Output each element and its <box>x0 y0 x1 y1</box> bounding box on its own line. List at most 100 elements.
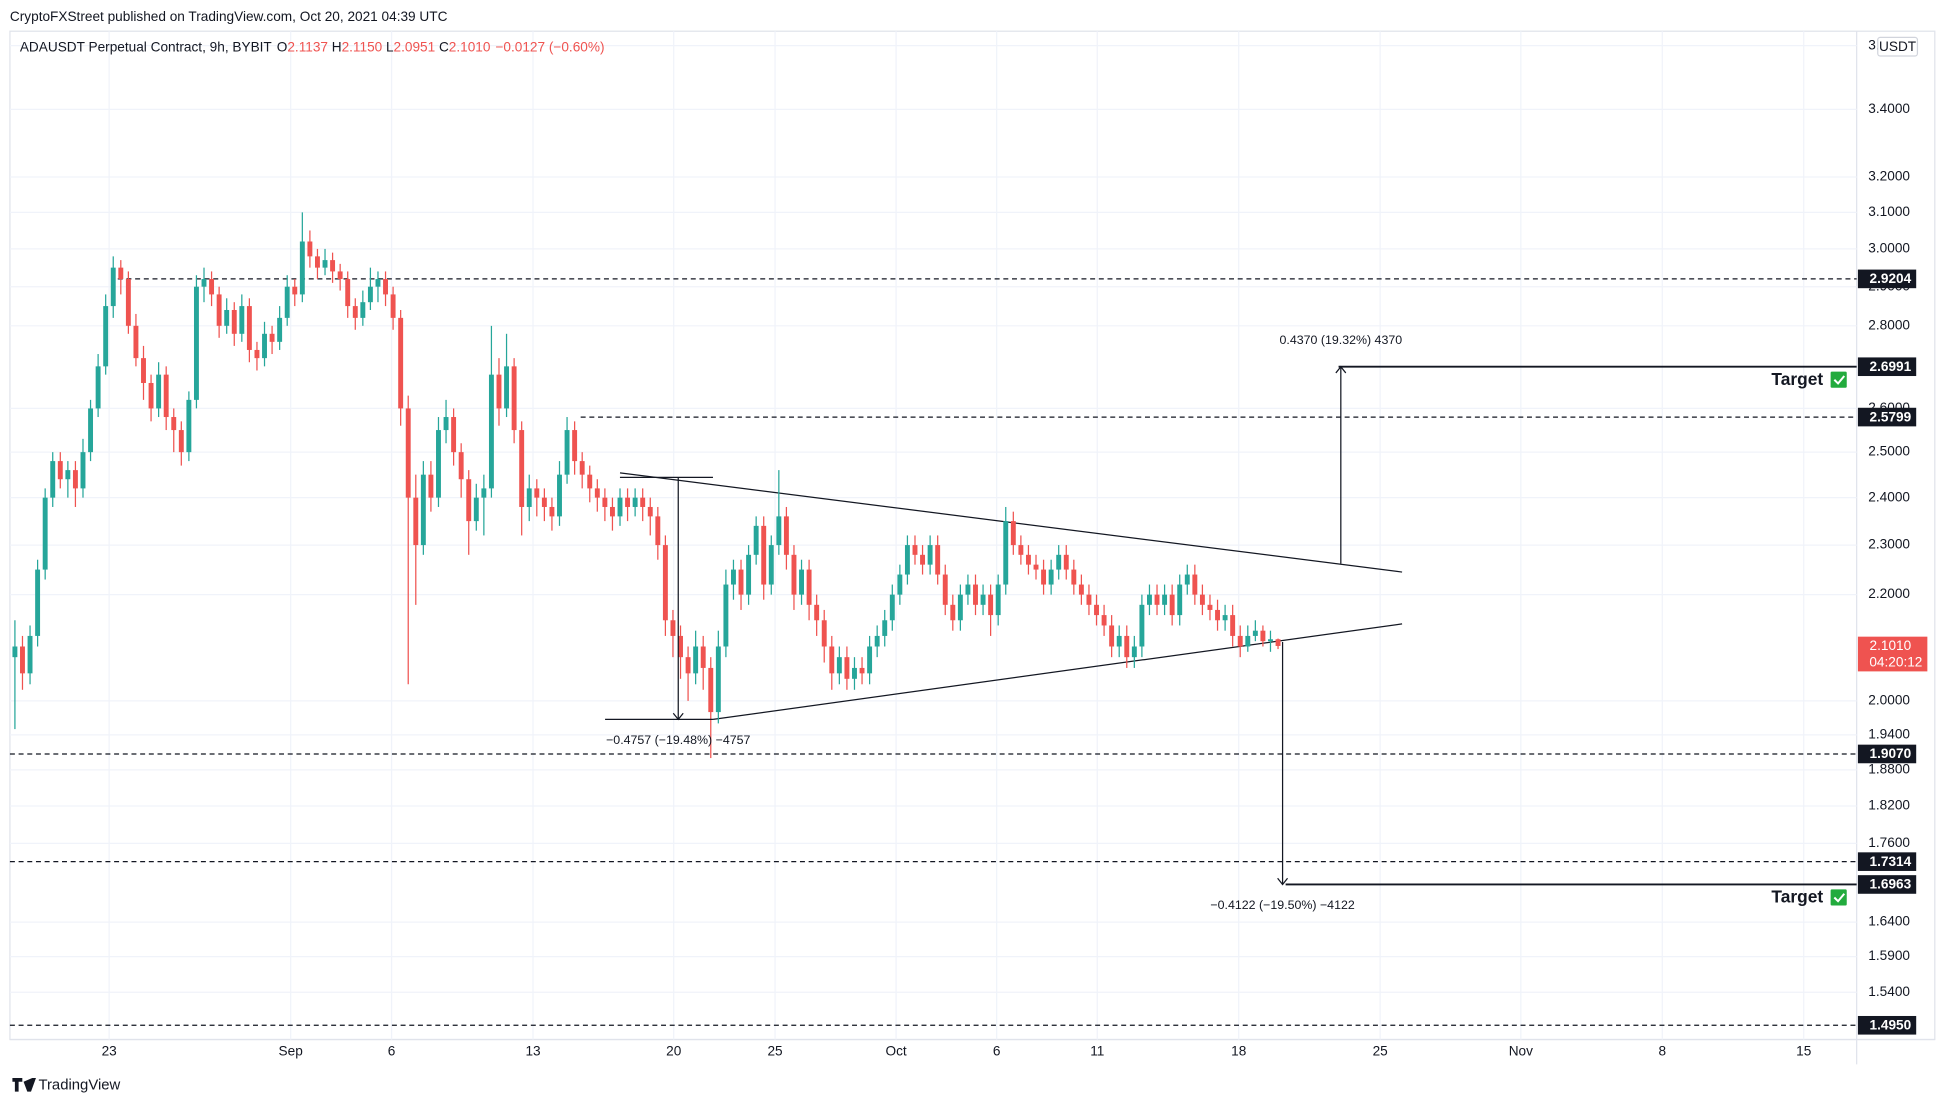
candle-body <box>708 667 714 713</box>
candle-body <box>496 374 502 409</box>
candle-body <box>148 382 154 409</box>
target-check <box>1833 375 1846 385</box>
candle-body <box>443 417 449 431</box>
change: −0.0127 (−0.60%) <box>495 39 604 54</box>
candle-body <box>935 545 941 575</box>
candle-body <box>632 497 638 507</box>
candle-body <box>814 604 820 621</box>
candle-body <box>988 594 994 616</box>
candle-body <box>12 646 18 658</box>
x-tick-label: 20 <box>666 1044 682 1059</box>
y-tick-label: 1.8200 <box>1868 798 1910 813</box>
candle-body <box>1245 635 1251 647</box>
level-label: 2.5799 <box>1870 409 1912 424</box>
x-tick-label: 6 <box>388 1044 396 1059</box>
candle-body <box>957 594 963 621</box>
candle-body <box>1275 639 1281 646</box>
level-label: 2.9204 <box>1870 271 1912 286</box>
candle-body <box>572 430 578 462</box>
candle-body <box>927 545 933 565</box>
candle-body <box>821 620 827 647</box>
candle-body <box>594 488 600 498</box>
candle-body <box>103 306 109 367</box>
candle-body <box>678 635 683 658</box>
candle-body <box>1162 594 1168 605</box>
y-tick-label: 2.2000 <box>1868 586 1910 601</box>
candle-body <box>466 479 472 522</box>
candle-body <box>163 374 169 418</box>
candle-body <box>292 286 298 295</box>
y-tick-label: 1.7600 <box>1868 835 1910 850</box>
candle-body <box>1071 569 1077 585</box>
candle-body <box>375 279 381 287</box>
candle-body <box>731 569 736 585</box>
candle-body <box>80 452 86 489</box>
y-tick-label: 2.5000 <box>1868 444 1910 459</box>
candle-body <box>254 349 260 359</box>
candle-body <box>1124 635 1130 658</box>
candle-body <box>557 474 562 517</box>
candle-body <box>186 399 192 453</box>
candle-body <box>746 554 752 595</box>
level-label: 1.4950 <box>1870 1018 1912 1033</box>
candle-body <box>35 569 41 636</box>
candle-body <box>398 317 404 409</box>
target-check-box <box>1830 371 1847 388</box>
candle-body <box>1177 584 1183 616</box>
candle-body <box>579 461 585 475</box>
candle-body <box>315 256 320 268</box>
x-tick-label: 25 <box>1373 1044 1388 1059</box>
candle-body <box>504 366 510 409</box>
candle-body <box>867 646 873 674</box>
candle-body <box>1018 545 1024 555</box>
level-label-box <box>1857 852 1917 871</box>
candle-body <box>383 279 388 295</box>
candle-body <box>836 657 842 674</box>
candle-body <box>662 545 668 621</box>
target-label: Target <box>1771 887 1823 907</box>
measure-arrowhead <box>1335 365 1347 374</box>
ohlc-key: L <box>386 39 394 54</box>
level-label-box <box>1857 744 1917 764</box>
candle-body <box>1010 521 1016 546</box>
level-label-box <box>1857 407 1917 427</box>
candle-body <box>526 488 532 507</box>
candle-body <box>360 302 366 318</box>
target-label: Target <box>1771 369 1823 389</box>
candle-body <box>307 241 313 257</box>
ohlc-value: 2.1010 <box>449 39 491 54</box>
y-tick-label: 2.3000 <box>1868 537 1910 552</box>
y-tick-label: 2.0000 <box>1868 692 1910 707</box>
candle-body <box>549 506 555 517</box>
x-tick-label: 25 <box>767 1044 782 1059</box>
candle-body <box>239 306 245 334</box>
symbol: ADAUSDT Perpetual Contract, 9h, BYBIT <box>20 39 273 54</box>
candle-body <box>670 620 676 636</box>
candle-body <box>1169 594 1175 616</box>
candle-body <box>322 260 328 268</box>
candle-body <box>420 474 426 546</box>
candle-body <box>345 279 351 307</box>
candle-body <box>950 604 956 621</box>
candle-body <box>874 635 880 647</box>
ohlc-key: H <box>332 39 342 54</box>
candle-body <box>609 506 615 517</box>
candle-body <box>912 545 918 555</box>
candle-body <box>776 516 782 546</box>
y-tick-label: 3.2000 <box>1868 169 1910 184</box>
candle-body <box>1199 594 1205 605</box>
candle-body <box>428 474 434 498</box>
candle-body <box>700 646 706 668</box>
published-note: CryptoFXStreet published on TradingView.… <box>10 9 448 24</box>
candle-body <box>647 506 653 517</box>
level-label: 1.9070 <box>1870 746 1912 761</box>
y-tick-label: 2.4000 <box>1868 489 1910 504</box>
level-label-box <box>1857 875 1917 894</box>
candle-body <box>458 452 464 480</box>
candle-body <box>156 374 162 409</box>
candle-body <box>1268 639 1273 642</box>
candle-body <box>488 374 494 489</box>
candle-body <box>1215 609 1220 621</box>
y-tick-label: 3.4000 <box>1868 101 1910 116</box>
currency-label: USDT <box>1879 39 1917 54</box>
